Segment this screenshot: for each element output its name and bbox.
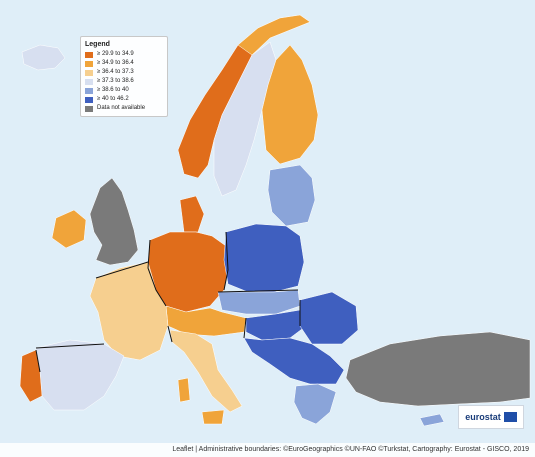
region-uk — [89, 177, 139, 266]
attribution-bar[interactable]: Leaflet | Administrative boundaries: ©Eu… — [0, 443, 535, 457]
legend-label: ≥ 36.4 to 37.3 — [97, 69, 134, 75]
legend-label: ≥ 40 to 46.2 — [97, 96, 129, 102]
region-cyprus — [419, 413, 445, 427]
region-poland — [223, 223, 305, 293]
region-greece — [293, 383, 337, 425]
region-balkans — [243, 337, 345, 385]
legend-label: Data not available — [97, 105, 146, 111]
legend-item: ≥ 34.9 to 36.4 — [85, 59, 163, 68]
region-denmark — [179, 195, 205, 233]
legend-swatch — [85, 69, 93, 76]
legend-item: ≥ 29.9 to 34.9 — [85, 50, 163, 59]
legend-label: ≥ 34.9 to 36.4 — [97, 60, 134, 66]
legend-item: ≥ 38.6 to 40 — [85, 86, 163, 95]
legend-swatch — [85, 51, 93, 58]
region-italy — [169, 329, 243, 413]
region-sicily — [201, 409, 225, 425]
region-sardinia — [177, 377, 191, 403]
legend-item: ≥ 36.4 to 37.3 — [85, 68, 163, 77]
region-iceland — [21, 44, 66, 71]
region-czech-slovakia — [217, 289, 301, 315]
legend-label: ≥ 37.3 to 38.6 — [97, 78, 134, 84]
region-baltics — [267, 164, 316, 227]
legend-label: ≥ 29.9 to 34.9 — [97, 51, 134, 57]
legend-item: ≥ 37.3 to 38.6 — [85, 77, 163, 86]
country-borders — [35, 231, 301, 373]
region-hungary — [245, 309, 307, 341]
region-turkey — [345, 331, 531, 407]
legend-swatch — [85, 60, 93, 67]
legend-label: ≥ 38.6 to 40 — [97, 87, 129, 93]
region-norway-north — [237, 14, 311, 56]
legend-swatch — [85, 105, 93, 112]
legend-title: Legend — [85, 41, 110, 48]
legend-swatch — [85, 87, 93, 94]
legend-item: Data not available — [85, 104, 163, 113]
region-romania — [299, 291, 359, 345]
legend-item: ≥ 40 to 46.2 — [85, 95, 163, 104]
eurostat-logo[interactable]: eurostat — [458, 405, 524, 429]
legend-swatch — [85, 78, 93, 85]
map-legend: Legend ≥ 29.9 to 34.9 ≥ 34.9 to 36.4 ≥ 36.… — [80, 36, 168, 117]
region-ireland — [51, 209, 87, 249]
legend-swatch — [85, 96, 93, 103]
region-spain — [35, 339, 125, 411]
legend-items: ≥ 29.9 to 34.9 ≥ 34.9 to 36.4 ≥ 36.4 to 37… — [85, 50, 163, 113]
eu-flag-icon — [503, 412, 517, 422]
region-finland — [261, 44, 319, 165]
logo-text: eurostat — [465, 412, 501, 422]
